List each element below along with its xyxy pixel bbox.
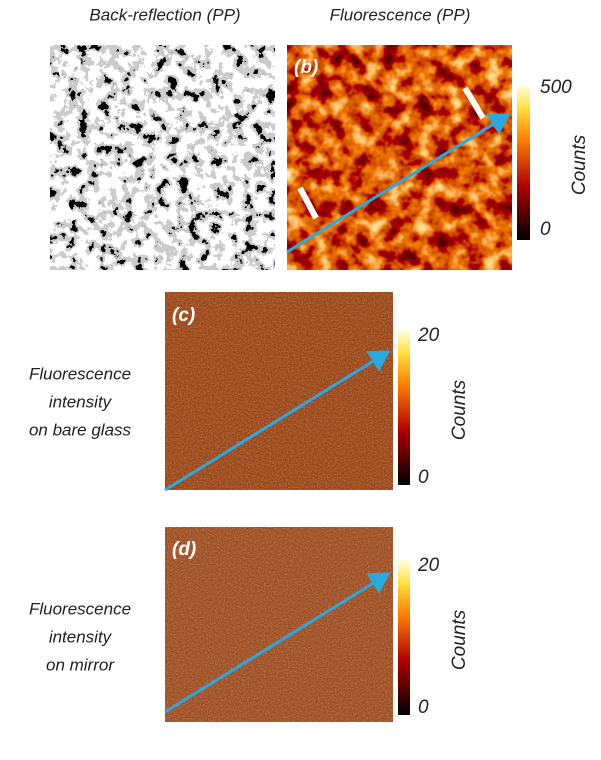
panel-label: (d) [172,539,196,560]
colorbar-label: Counts [569,134,590,195]
caption-line: on mirror [46,655,115,674]
colorbar-label: Counts [449,609,470,670]
colorbar-max: 500 [540,77,572,98]
arrow [297,86,486,220]
panel-label: (a) [58,57,81,78]
colorbar-min: 0 [418,467,429,488]
caption-line: intensity [49,627,113,646]
panel-label: (b) [294,57,318,78]
colorbar-max: 20 [417,325,440,346]
scan-line [286,113,511,254]
colorbar-max: 20 [417,555,440,576]
colorbar [517,85,530,240]
scan-line [164,350,391,492]
arrow [59,90,238,222]
fluorescence-image [165,292,393,490]
colorbar [398,330,410,485]
caption-line: Fluorescence [29,364,131,383]
panel-label: (c) [172,305,195,326]
panel-title: Fluorescence (PP) [330,5,471,24]
colorbar [398,560,410,715]
reflection-image [50,45,275,270]
colorbar-min: 0 [540,219,551,240]
caption-line: on bare glass [29,420,132,439]
colorbar-min: 0 [418,697,429,718]
caption-line: Fluorescence [29,599,131,618]
caption-line: intensity [49,392,113,411]
fluorescence-image [287,45,512,270]
colorbar-label: Counts [449,379,470,440]
panel-title: Back-reflection (PP) [89,5,240,24]
scan-line [164,572,391,714]
fluorescence-image [165,527,393,722]
